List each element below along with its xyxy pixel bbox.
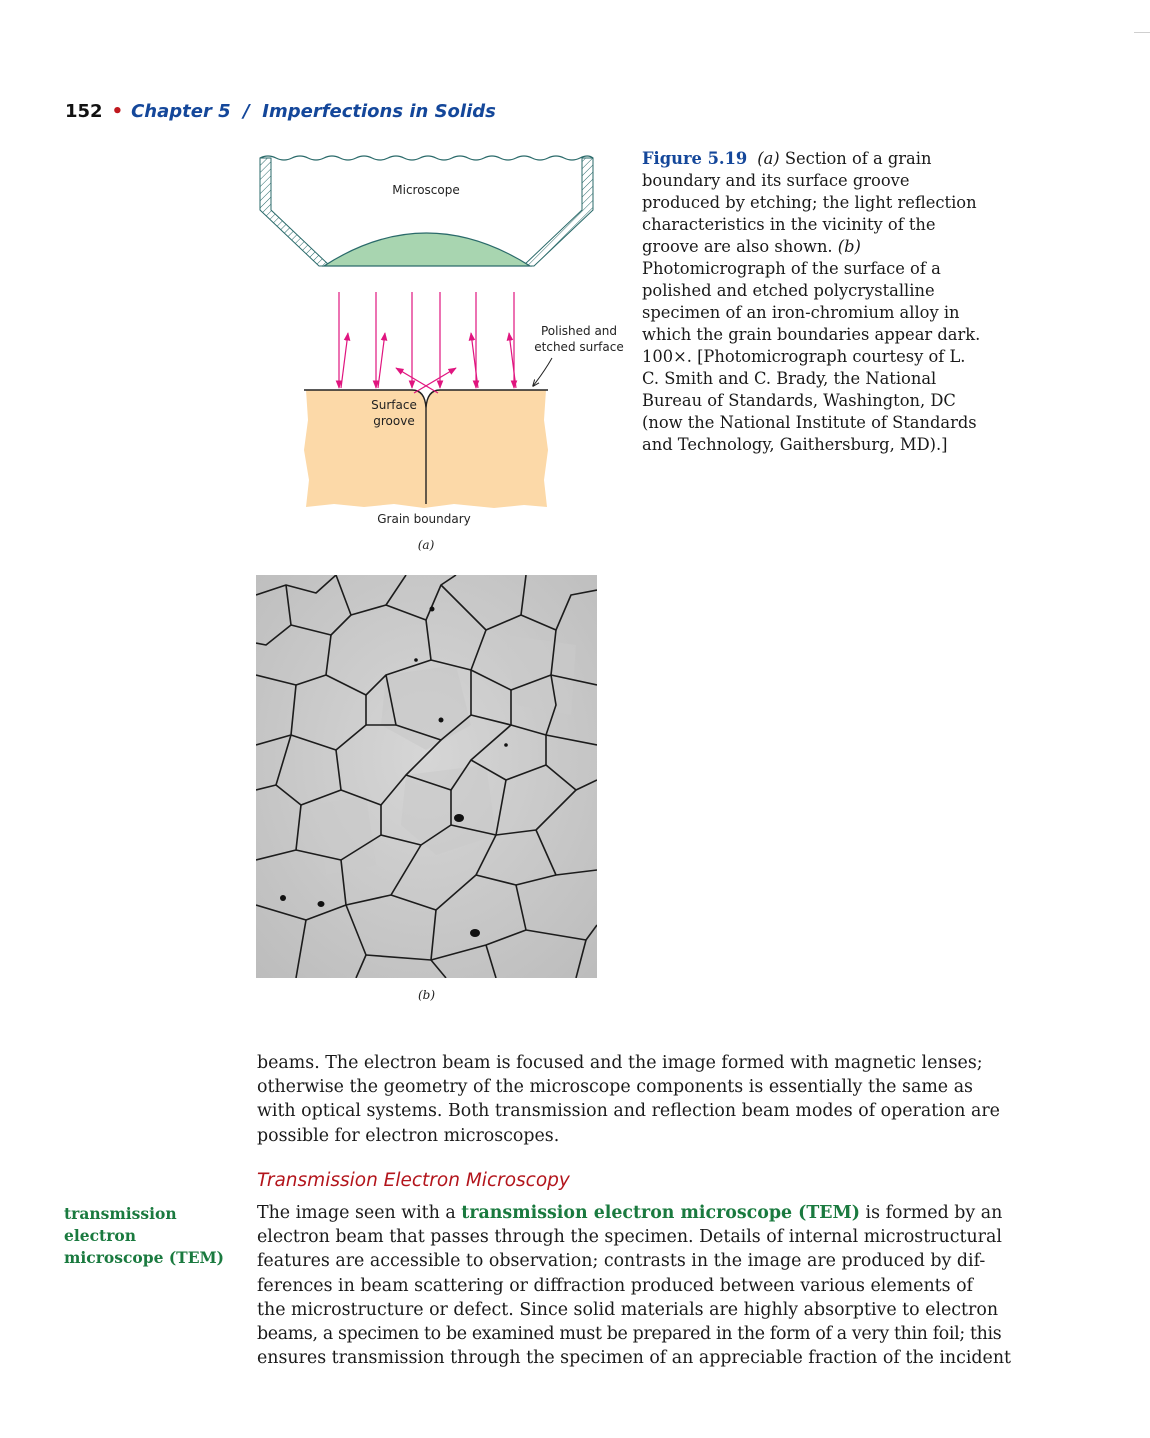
paragraph-2-line: features are accessible to observation; … <box>257 1251 986 1272</box>
header-bullet: • <box>111 101 124 122</box>
light-rays <box>335 292 518 394</box>
polished-leader-arrow <box>533 357 553 386</box>
section-heading: Transmission Electron Microscopy <box>257 1170 570 1191</box>
paragraph-2-text: The image seen with a <box>257 1203 462 1223</box>
photomicrograph <box>256 575 597 978</box>
figure-caption: Figure 5.19 (a) Section of a grain bounda… <box>642 148 982 456</box>
grain-boundaries <box>256 575 597 978</box>
caption-panel-b: (b) <box>837 237 861 256</box>
figure-b-panel-label: (b) <box>417 988 436 1002</box>
paragraph-1-line: otherwise the geometry of the microscope… <box>257 1077 973 1098</box>
caption-text-1: Section of a grain boundary and its surf… <box>642 149 977 256</box>
paragraph-2: The image seen with a transmission elect… <box>257 1201 1012 1370</box>
figure-a-diagram: Microscope Polished and etched surface S… <box>259 155 624 552</box>
objective-lens <box>321 232 533 267</box>
paragraph-2-line: ensures transmission through the specime… <box>257 1348 1012 1369</box>
groove-label-line2: groove <box>373 414 414 428</box>
margin-term-line1: transmission electron <box>64 1204 177 1245</box>
paragraph-1-line: beams. The electron beam is focused and … <box>257 1053 983 1073</box>
running-head: 152 • Chapter 5 / Imperfections in Solids <box>65 101 496 127</box>
paragraph-1-line: possible for electron microscopes. <box>257 1125 560 1146</box>
microscope-label: Microscope <box>392 183 460 197</box>
figure-a-panel-label: (a) <box>418 538 435 552</box>
caption-panel-a: (a) <box>757 149 780 168</box>
paragraph-2-line: ferences in beam scattering or diffracti… <box>257 1275 973 1296</box>
figure-label: Figure 5.19 <box>642 149 748 168</box>
polished-label-line1: Polished and <box>541 324 617 338</box>
page-number: 152 <box>65 101 103 122</box>
margin-glossary-term: transmission electron microscope (TEM) <box>64 1203 249 1269</box>
page-corner-mark <box>1134 32 1150 33</box>
grain-boundary-label: Grain boundary <box>377 512 471 526</box>
paragraph-1: beams. The electron beam is focused and … <box>257 1051 1000 1148</box>
caption-text-2: Photomicrograph of the surface of a poli… <box>642 259 981 454</box>
polished-label-line2: etched surface <box>534 340 623 354</box>
paragraph-2-line: electron beam that passes through the sp… <box>257 1227 1002 1248</box>
paragraph-2-line: beams, a specimen to be examined must be… <box>257 1324 1002 1345</box>
inclusions <box>280 606 508 937</box>
margin-term-line2: microscope (TEM) <box>64 1248 225 1267</box>
paragraph-2-line: the microstructure or defect. Since soli… <box>257 1299 999 1320</box>
paragraph-1-line: with optical systems. Both transmission … <box>257 1101 1000 1122</box>
key-term: transmission electron microscope (TEM) <box>461 1203 861 1223</box>
chapter-title: Chapter 5 / Imperfections in Solids <box>131 101 496 122</box>
groove-label-line1: Surface <box>371 398 417 412</box>
paragraph-2-line: The image seen with a transmission elect… <box>257 1201 1002 1225</box>
paragraph-2-text: is formed by an <box>860 1203 1003 1223</box>
